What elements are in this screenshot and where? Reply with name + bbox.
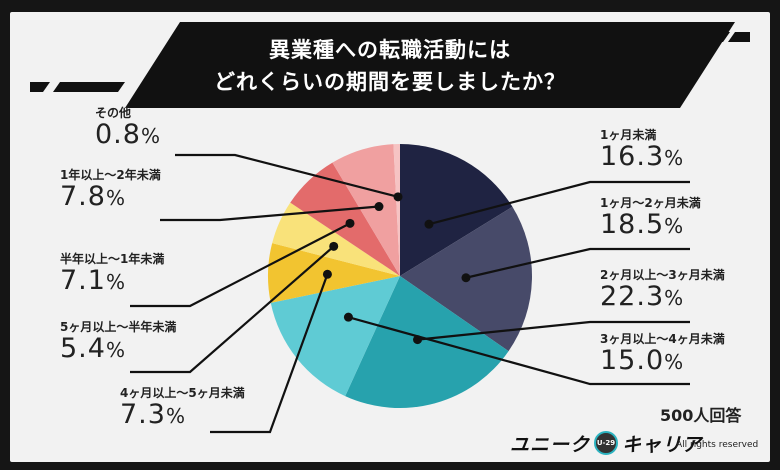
slice-value-unit: % xyxy=(140,124,161,148)
leader-line xyxy=(160,205,380,222)
chart-title-line-2: どれくらいの期間を要しましたか？ xyxy=(214,70,566,94)
slice-label-name: 3ヶ月以上〜4ヶ月未満 xyxy=(600,332,725,346)
chart-title-line-1: 異業種への転職活動には xyxy=(269,38,511,62)
slice-label-value: 5.4% xyxy=(60,334,176,365)
slice-label-value: 7.8% xyxy=(60,182,161,213)
slice-label-name: 2ヶ月以上〜3ヶ月未満 xyxy=(600,268,725,282)
slice-label: その他 0.8% xyxy=(95,106,161,151)
slice-value-number: 0.8 xyxy=(95,119,141,150)
slice-value-unit: % xyxy=(664,146,685,170)
slice-label: 4ヶ月以上〜5ヶ月未満 7.3% xyxy=(120,386,245,431)
slice-label-name: 1年以上〜2年未満 xyxy=(60,168,161,182)
slice-label-name: その他 xyxy=(95,106,132,120)
slice-label-value: 22.3% xyxy=(600,282,725,313)
slice-value-unit: % xyxy=(105,338,126,362)
slice-label-name: 5ヶ月以上〜半年未満 xyxy=(60,320,177,334)
slice-label-value: 7.3% xyxy=(120,400,245,431)
slice-label-name: 1ヶ月未満 xyxy=(600,128,657,142)
slice-label-name: 1ヶ月〜2ヶ月未満 xyxy=(600,196,701,210)
brand-name-right: キャリア xyxy=(622,433,703,456)
pie-slice xyxy=(268,243,400,303)
slice-value-unit: % xyxy=(664,350,685,374)
title-banner: 異業種への転職活動には どれくらいの期間を要しましたか？ xyxy=(30,22,750,108)
slice-label: 5ヶ月以上〜半年未満 5.4% xyxy=(60,320,176,365)
slice-value-number: 22.3 xyxy=(600,281,665,312)
leader-line xyxy=(348,316,690,386)
slice-value-number: 5.4 xyxy=(60,333,106,364)
slice-value-unit: % xyxy=(105,186,126,210)
slice-label-value: 7.1% xyxy=(60,266,164,297)
slice-label-value: 0.8% xyxy=(95,120,161,151)
leader-line xyxy=(465,247,690,279)
slice-value-number: 7.3 xyxy=(120,399,166,430)
pie-slice xyxy=(272,202,400,276)
pie-slice xyxy=(270,276,400,397)
title-banner-shape xyxy=(30,22,750,108)
leader-line xyxy=(428,180,690,226)
leader-line xyxy=(130,222,351,308)
slice-value-unit: % xyxy=(105,270,126,294)
slice-value-number: 15.0 xyxy=(600,345,665,376)
slice-label-name: 4ヶ月以上〜5ヶ月未満 xyxy=(120,386,245,400)
slice-label-value: 16.3% xyxy=(600,142,684,173)
brand-logo: ユニーク U-29 キャリア xyxy=(510,430,702,456)
leader-line xyxy=(130,245,335,374)
slice-label: 2ヶ月以上〜3ヶ月未満 22.3% xyxy=(600,268,725,313)
slice-label: 1年以上〜2年未満 7.8% xyxy=(60,168,161,213)
brand-name-left: ユニーク xyxy=(510,433,591,456)
leader-line xyxy=(210,273,329,434)
slice-value-number: 7.8 xyxy=(60,181,106,212)
slice-label: 1ヶ月未満 16.3% xyxy=(600,128,684,173)
slice-value-number: 18.5 xyxy=(600,209,665,240)
pie-slice xyxy=(290,162,400,276)
slice-label: 1ヶ月〜2ヶ月未満 18.5% xyxy=(600,196,701,241)
slice-value-number: 7.1 xyxy=(60,265,106,296)
copyright-notice: All rights reserved xyxy=(676,440,759,450)
brand-badge: U-29 xyxy=(594,431,619,455)
pie-slice xyxy=(332,144,400,276)
leader-line xyxy=(175,153,399,198)
slice-value-number: 16.3 xyxy=(600,141,665,172)
pie-slice xyxy=(400,144,513,276)
slice-label-value: 18.5% xyxy=(600,210,701,241)
slice-value-unit: % xyxy=(664,286,685,310)
respondent-count: 500人回答 xyxy=(660,406,742,425)
slice-label-name: 半年以上〜1年未満 xyxy=(60,252,165,266)
slice-value-unit: % xyxy=(664,214,685,238)
leader-line xyxy=(417,320,690,341)
slice-value-unit: % xyxy=(165,404,186,428)
pie-slice xyxy=(345,276,509,408)
slice-label-value: 15.0% xyxy=(600,346,725,377)
slice-label: 3ヶ月以上〜4ヶ月未満 15.0% xyxy=(600,332,725,377)
pie-slice xyxy=(393,144,400,276)
slice-label: 半年以上〜1年未満 7.1% xyxy=(60,252,164,297)
